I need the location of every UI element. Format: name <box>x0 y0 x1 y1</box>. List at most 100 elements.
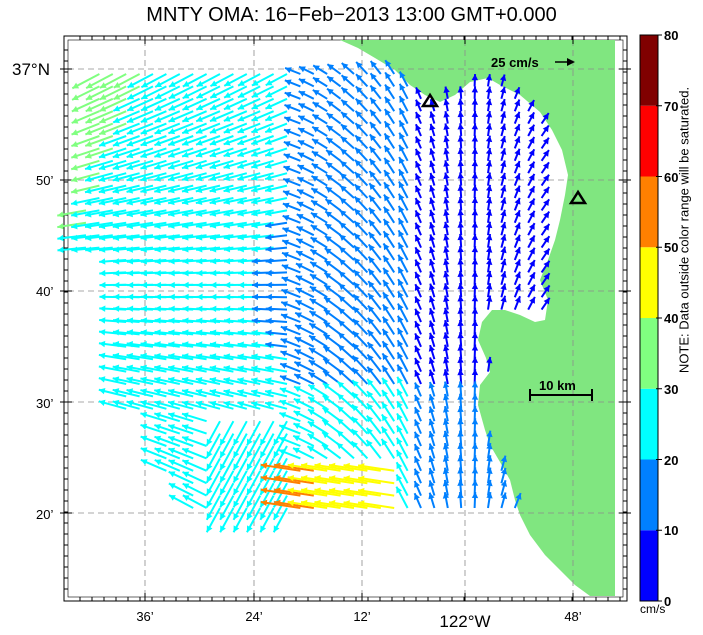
current-arrowhead <box>384 182 391 190</box>
current-arrowhead <box>414 419 421 427</box>
current-arrowhead <box>353 319 360 326</box>
current-arrowhead <box>237 222 244 229</box>
current-arrowhead <box>297 164 305 171</box>
current-arrow <box>357 501 395 509</box>
current-arrowhead <box>415 111 422 119</box>
current-arrowhead <box>251 186 258 193</box>
current-arrowhead <box>309 335 316 342</box>
coastline-land <box>340 40 615 596</box>
current-arrowhead <box>98 352 106 360</box>
current-arrowhead <box>140 269 148 277</box>
current-arrowhead <box>323 321 331 328</box>
current-arrowhead <box>543 273 550 280</box>
current-arrowhead <box>154 329 161 336</box>
current-arrowhead <box>126 352 134 360</box>
current-arrowhead <box>353 257 361 265</box>
current-arrowhead <box>366 440 373 447</box>
current-arrowhead <box>415 222 421 230</box>
current-arrowhead <box>98 234 106 242</box>
current-arrowhead <box>429 259 436 266</box>
current-arrowhead <box>312 126 320 133</box>
current-arrowhead <box>355 86 363 94</box>
current-arrowhead <box>223 377 231 384</box>
current-arrowhead <box>382 304 389 312</box>
current-arrowhead <box>457 418 464 425</box>
current-arrowhead <box>209 377 217 384</box>
current-arrowhead <box>71 199 78 206</box>
current-arrowhead <box>238 281 245 289</box>
current-arrowhead <box>209 353 217 360</box>
current-arrowhead <box>485 221 493 229</box>
current-arrowhead <box>398 230 405 238</box>
current-arrowhead <box>237 234 244 241</box>
current-arrowhead <box>543 223 550 231</box>
current-arrowhead <box>442 455 450 462</box>
current-arrowhead <box>126 140 134 147</box>
current-arrowhead <box>457 246 464 253</box>
current-arrowhead <box>140 364 147 372</box>
current-arrowhead <box>528 161 535 169</box>
x-label-36: 36’ <box>136 609 154 624</box>
current-arrowhead <box>246 525 253 533</box>
current-arrowhead <box>443 184 450 192</box>
current-arrowhead <box>528 173 535 181</box>
current-arrowhead <box>260 462 268 469</box>
current-arrowhead <box>154 341 161 348</box>
current-arrowhead <box>414 247 421 255</box>
current-arrowhead <box>182 80 190 87</box>
current-arrow <box>260 463 301 472</box>
current-arrowhead <box>71 152 78 159</box>
current-arrowhead <box>471 332 479 339</box>
current-arrowhead <box>471 258 479 265</box>
current-arrowhead <box>310 249 318 256</box>
current-arrowhead <box>471 86 479 93</box>
current-arrowhead <box>429 160 436 168</box>
current-arrowhead <box>71 129 79 136</box>
current-arrowhead <box>369 207 376 215</box>
current-arrowhead <box>296 251 303 257</box>
current-arrowhead <box>398 181 405 189</box>
current-arrow <box>274 501 314 509</box>
current-arrowhead <box>168 459 176 466</box>
current-arrowhead <box>195 388 203 396</box>
current-arrowhead <box>471 319 479 327</box>
current-arrowhead <box>485 234 493 241</box>
current-arrowhead <box>112 352 120 360</box>
current-arrowhead <box>154 258 161 265</box>
current-arrowhead <box>543 211 550 219</box>
colorbar-tick-20: 20 <box>664 453 679 468</box>
current-arrowhead <box>206 488 213 496</box>
current-arrowhead <box>85 164 92 171</box>
current-arrowhead <box>529 272 535 280</box>
current-arrowhead <box>195 376 203 384</box>
current-arrowhead <box>206 463 213 471</box>
current-arrowhead <box>154 222 161 229</box>
current-arrowhead <box>154 104 162 111</box>
current-arrowhead <box>206 513 213 520</box>
current-arrowhead <box>429 222 436 229</box>
current-arrowhead <box>251 222 258 229</box>
current-arrowhead <box>457 467 464 474</box>
current-arrowhead <box>398 218 405 225</box>
current-arrowhead <box>220 525 226 533</box>
current-arrowhead <box>140 388 147 395</box>
current-arrowhead <box>500 295 507 303</box>
current-arrowhead <box>382 353 389 361</box>
current-arrowhead <box>182 436 189 443</box>
current-arrowhead <box>309 298 317 305</box>
current-arrowhead <box>223 103 231 110</box>
current-arrowhead <box>308 372 316 379</box>
current-arrowhead <box>341 87 349 94</box>
current-arrowhead <box>237 210 244 217</box>
current-arrowhead <box>251 317 258 325</box>
current-arrowhead <box>396 450 403 457</box>
current-arrowhead <box>354 172 362 179</box>
current-arrowhead <box>223 329 231 336</box>
current-arrowhead <box>414 333 421 341</box>
current-arrowhead <box>311 163 319 170</box>
current-arrowhead <box>112 175 120 182</box>
current-arrowhead <box>154 198 161 206</box>
current-arrowhead <box>366 427 373 435</box>
current-arrowhead <box>528 198 535 206</box>
current-arrowhead <box>287 462 295 469</box>
